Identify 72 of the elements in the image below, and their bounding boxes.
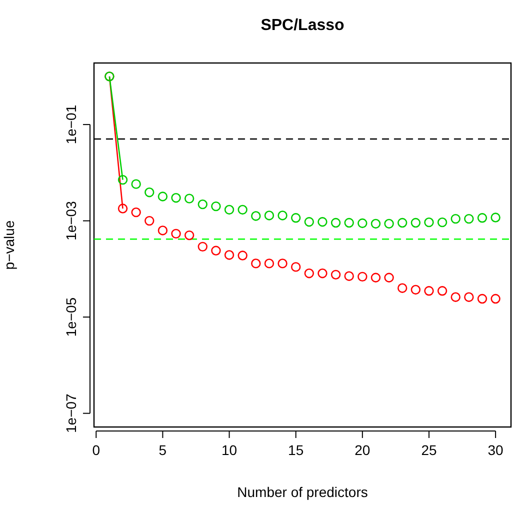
point bbox=[238, 204, 248, 215]
x-tick-label: 0 bbox=[92, 442, 100, 458]
point bbox=[450, 292, 460, 302]
x-tick-label: 10 bbox=[221, 442, 238, 458]
point bbox=[184, 194, 194, 204]
point bbox=[224, 250, 234, 260]
point bbox=[211, 201, 221, 212]
point bbox=[410, 284, 421, 295]
point bbox=[264, 210, 274, 220]
point bbox=[278, 210, 288, 220]
point bbox=[304, 217, 314, 227]
point bbox=[490, 294, 500, 304]
x-tick-label: 15 bbox=[288, 442, 304, 458]
point bbox=[290, 262, 301, 272]
point bbox=[410, 218, 421, 228]
point bbox=[251, 258, 261, 268]
y-axis-title: p−value bbox=[1, 220, 17, 270]
x-axis-title: Number of predictors bbox=[237, 484, 368, 500]
point bbox=[370, 272, 381, 282]
x-tick-label: 25 bbox=[421, 442, 437, 458]
y-tick-label: 1e−01 bbox=[63, 104, 79, 144]
point bbox=[358, 272, 368, 282]
point bbox=[278, 258, 288, 268]
point bbox=[158, 226, 168, 236]
point bbox=[330, 270, 341, 280]
point bbox=[384, 218, 394, 229]
point bbox=[171, 228, 181, 239]
point bbox=[437, 217, 448, 228]
y-tick-label: 1e−03 bbox=[63, 200, 79, 240]
point bbox=[198, 199, 208, 210]
x-tick-label: 5 bbox=[158, 442, 167, 458]
point bbox=[251, 211, 261, 221]
point bbox=[118, 174, 128, 185]
y-tick-label: 1e−05 bbox=[63, 297, 79, 337]
point bbox=[171, 192, 181, 203]
point bbox=[118, 204, 128, 214]
point bbox=[464, 214, 474, 224]
point bbox=[450, 214, 460, 224]
point bbox=[131, 207, 141, 218]
point bbox=[370, 218, 381, 229]
point bbox=[424, 286, 434, 296]
point bbox=[158, 192, 168, 202]
point bbox=[224, 204, 234, 215]
chart-title: SPC/Lasso bbox=[260, 17, 345, 34]
point bbox=[437, 286, 448, 296]
point bbox=[344, 271, 354, 281]
point bbox=[490, 212, 500, 222]
point bbox=[264, 258, 274, 268]
point bbox=[464, 292, 474, 302]
point bbox=[477, 294, 488, 304]
point bbox=[304, 268, 314, 278]
point bbox=[384, 272, 394, 282]
point bbox=[358, 218, 368, 228]
y-tick-label: 1e−07 bbox=[63, 393, 79, 433]
point bbox=[398, 218, 408, 228]
point bbox=[344, 218, 354, 228]
point bbox=[424, 217, 434, 228]
point bbox=[398, 283, 408, 293]
point bbox=[330, 218, 341, 228]
point bbox=[184, 230, 194, 240]
point bbox=[144, 216, 154, 226]
point bbox=[318, 268, 328, 278]
point bbox=[144, 188, 154, 198]
x-tick-label: 20 bbox=[354, 442, 370, 458]
point bbox=[290, 213, 301, 223]
point bbox=[131, 179, 141, 189]
x-tick-label: 30 bbox=[488, 442, 504, 458]
point bbox=[477, 213, 488, 223]
point bbox=[318, 217, 328, 227]
point bbox=[238, 250, 248, 260]
point bbox=[198, 242, 208, 252]
point bbox=[211, 246, 221, 256]
